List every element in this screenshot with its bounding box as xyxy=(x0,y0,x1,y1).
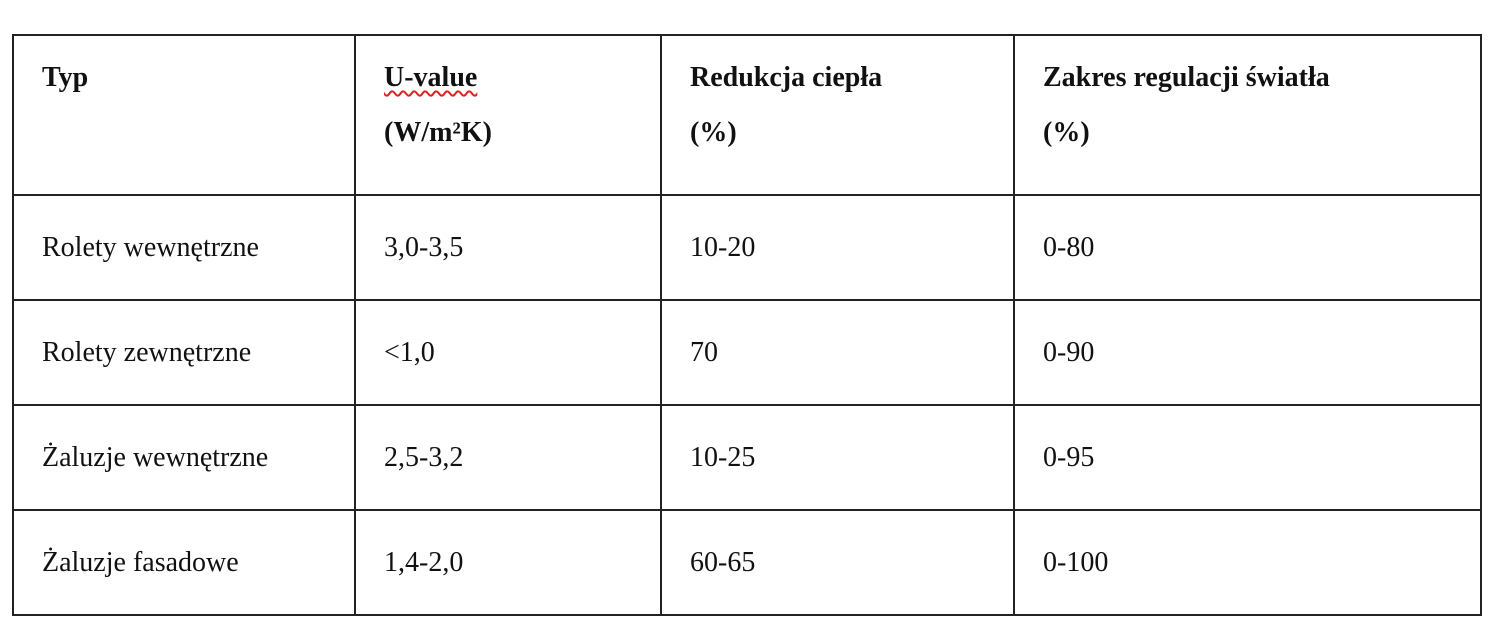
header-cell: U-value (W/m²K) xyxy=(354,34,662,196)
header-cell: Typ xyxy=(12,34,356,196)
table-cell: Rolety wewnętrzne xyxy=(12,194,356,301)
header-line: (%) xyxy=(690,117,737,148)
table-cell: 1,4-2,0 xyxy=(354,509,662,616)
table-body: Rolety wewnętrzne 3,0-3,5 10-20 0-80 Rolety … xyxy=(12,194,1482,616)
table-row: Rolety zewnętrzne <1,0 70 0-90 xyxy=(12,299,1482,406)
table-cell: 0-80 xyxy=(1013,194,1482,301)
table-cell: Żaluzje fasadowe xyxy=(12,509,356,616)
table-cell: 0-95 xyxy=(1013,404,1482,511)
table-row: Żaluzje fasadowe 1,4-2,0 60-65 0-100 xyxy=(12,509,1482,616)
header-line: Zakres regulacji światła xyxy=(1043,62,1330,93)
header-line: Typ xyxy=(42,62,89,93)
header-line: (W/m²K) xyxy=(384,117,492,148)
table-cell: 3,0-3,5 xyxy=(354,194,662,301)
table-row: Rolety wewnętrzne 3,0-3,5 10-20 0-80 xyxy=(12,194,1482,301)
table-cell: Rolety zewnętrzne xyxy=(12,299,356,406)
table-cell: 0-100 xyxy=(1013,509,1482,616)
table-cell: 70 xyxy=(660,299,1015,406)
table-cell: Żaluzje wewnętrzne xyxy=(12,404,356,511)
table-cell: 2,5-3,2 xyxy=(354,404,662,511)
table-cell: 10-25 xyxy=(660,404,1015,511)
header-line: Redukcja ciepła xyxy=(690,62,883,93)
table-cell: <1,0 xyxy=(354,299,662,406)
table-cell: 60-65 xyxy=(660,509,1015,616)
table-cell: 0-90 xyxy=(1013,299,1482,406)
header-cell: Redukcja ciepła (%) xyxy=(660,34,1015,196)
header-row: Typ U-value (W/m²K) Redukcja ciepła (%) Zakre… xyxy=(12,34,1482,196)
header-line: (%) xyxy=(1043,117,1090,148)
table-cell: 10-20 xyxy=(660,194,1015,301)
header-cell: Zakres regulacji światła (%) xyxy=(1013,34,1482,196)
header-line: U-value xyxy=(384,62,478,93)
data-table: Typ U-value (W/m²K) Redukcja ciepła (%) Zakre… xyxy=(12,34,1482,616)
table-row: Żaluzje wewnętrzne 2,5-3,2 10-25 0-95 xyxy=(12,404,1482,511)
